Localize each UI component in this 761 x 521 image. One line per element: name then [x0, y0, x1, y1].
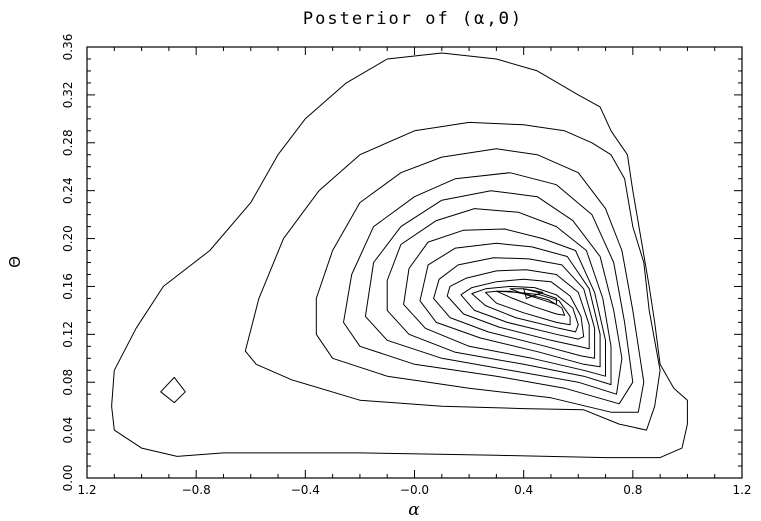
x-tick-label: −0.8 — [182, 483, 211, 497]
x-tick-label: −0.4 — [291, 483, 320, 497]
contour-level-5 — [343, 172, 634, 405]
contour-level-9 — [419, 242, 601, 368]
contour-level-7 — [386, 208, 612, 386]
contour-level-6 — [364, 190, 623, 395]
x-tick-label: 0.8 — [623, 483, 642, 497]
contour-level-14 — [485, 290, 571, 326]
contour-level-12 — [460, 278, 585, 340]
y-axis-label: Θ — [6, 256, 24, 268]
contour-level-17 — [523, 288, 544, 299]
contour-level-13 — [471, 285, 579, 333]
contour-level-3 — [244, 121, 661, 431]
contour-level-16 — [509, 288, 557, 305]
chart-title: Posterior of (α,Θ) — [303, 9, 523, 29]
y-axis: 0.00 0.04 0.08 0.12 0.16 0.20 0.24 0.28 0.32 0.36 — [61, 34, 742, 492]
contour-level-1 — [111, 52, 688, 459]
contour-level-8 — [403, 228, 606, 377]
x-tick-label: −0.0 — [400, 483, 429, 497]
y-tick-label: 0.36 — [61, 34, 75, 61]
x-tick-label: 1.2 — [77, 483, 96, 497]
contour-lines — [111, 52, 688, 459]
contour-level-10 — [433, 257, 596, 359]
y-tick-label: 0.00 — [61, 465, 75, 492]
contour-level-4 — [315, 148, 645, 413]
y-tick-label: 0.12 — [61, 321, 75, 348]
x-tick-label: 1.2 — [732, 483, 751, 497]
y-tick-label: 0.20 — [61, 225, 75, 252]
contour-level-2 — [160, 376, 186, 404]
y-tick-label: 0.04 — [61, 417, 75, 444]
contour-level-11 — [446, 269, 590, 350]
contour-level-15 — [495, 290, 566, 316]
y-tick-label: 0.08 — [61, 369, 75, 396]
y-tick-label: 0.16 — [61, 273, 75, 300]
x-axis: 1.2 −0.8 −0.4 −0.0 0.4 0.8 1.2 — [77, 47, 752, 497]
y-tick-label: 0.24 — [61, 177, 75, 204]
x-axis-label: α — [408, 500, 420, 520]
y-tick-label: 0.28 — [61, 129, 75, 156]
x-tick-label: 0.4 — [514, 483, 533, 497]
y-tick-label: 0.32 — [61, 82, 75, 109]
